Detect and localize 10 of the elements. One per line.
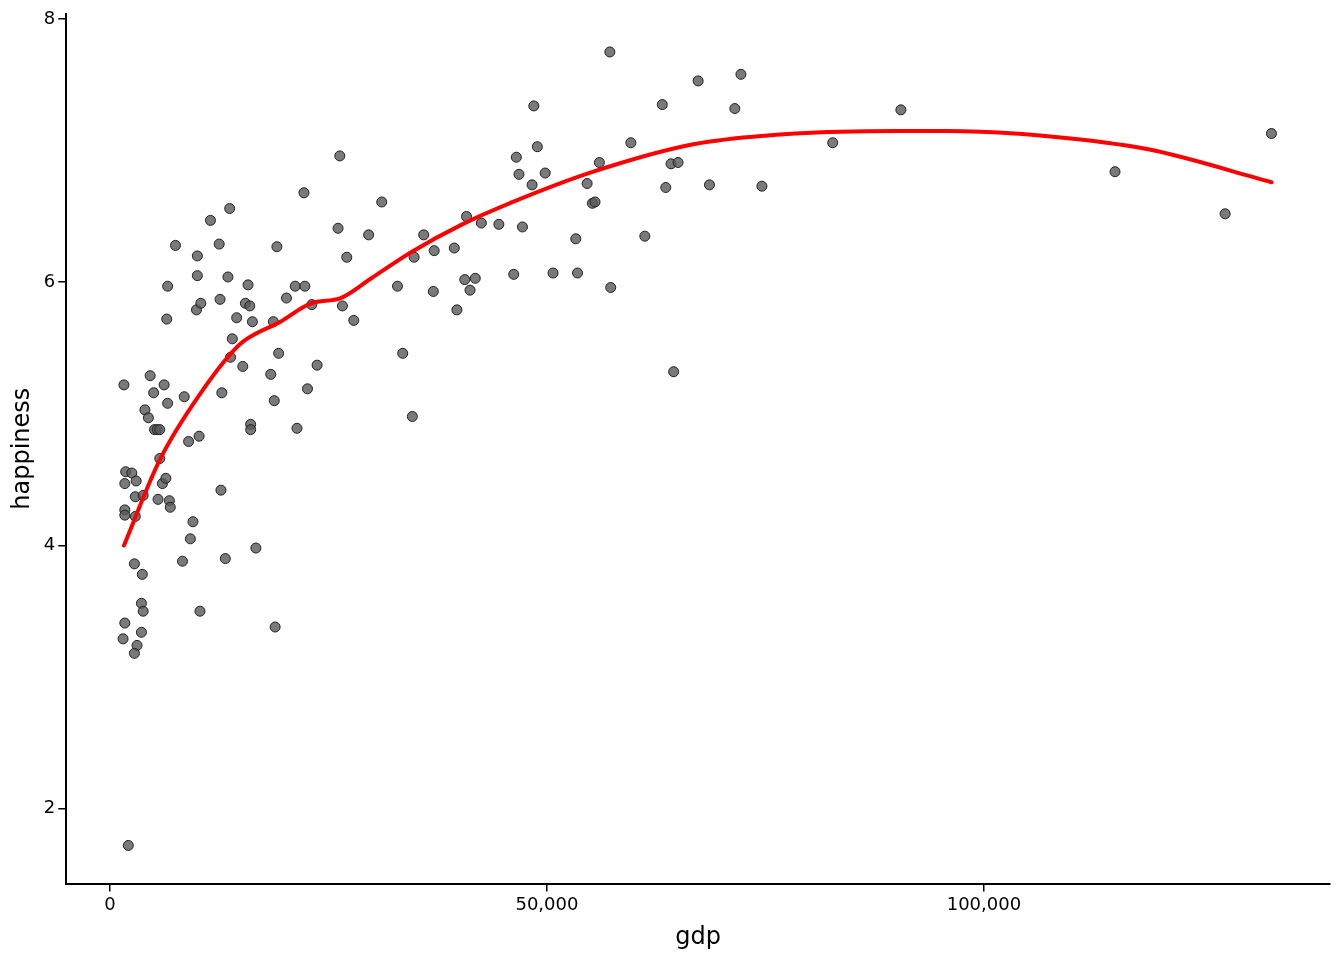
y-tick-label: 2: [43, 796, 56, 818]
y-axis-title: happiness: [6, 387, 35, 510]
y-tick-label: 6: [43, 269, 56, 291]
y-tick-label: 4: [43, 533, 56, 555]
x-axis-title: gdp: [675, 921, 721, 950]
line-series: [121, 128, 1274, 548]
y-tick-label: 8: [43, 6, 56, 28]
x-tick-label: 100,000: [946, 893, 1022, 915]
x-tick-label: 50,000: [515, 893, 579, 915]
x-tick-label: 0: [104, 893, 116, 915]
